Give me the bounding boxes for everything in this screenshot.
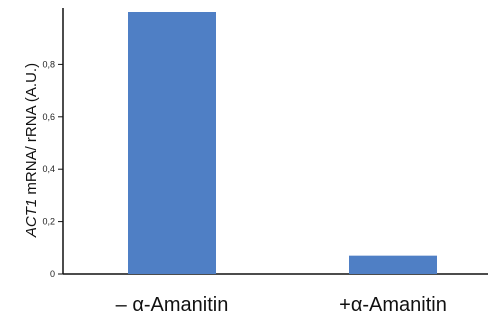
category-label: +α-Amanitin — [339, 294, 447, 316]
y-tick-label: 0,2 — [42, 217, 55, 227]
y-axis-title: ACT1 mRNA/ rRNA (A.U.) — [23, 63, 40, 238]
category-label: – α-Amanitin — [116, 294, 229, 316]
y-tick-label: 0 — [50, 269, 55, 279]
category-labels: – α-Amanitin +α-Amanitin — [116, 294, 447, 316]
y-axis-title-gene: ACT1 — [23, 199, 40, 238]
bar — [349, 255, 437, 274]
y-axis: 0 0,2 0,4 0,6 0,8 — [42, 8, 64, 279]
bars — [128, 12, 437, 274]
y-tick-label: 0,4 — [42, 164, 55, 174]
y-tick-label: 0,8 — [42, 59, 55, 69]
y-axis-title-rest: mRNA/ rRNA (A.U.) — [23, 63, 40, 199]
y-tick-label: 0,6 — [42, 112, 55, 122]
bar — [128, 12, 216, 274]
